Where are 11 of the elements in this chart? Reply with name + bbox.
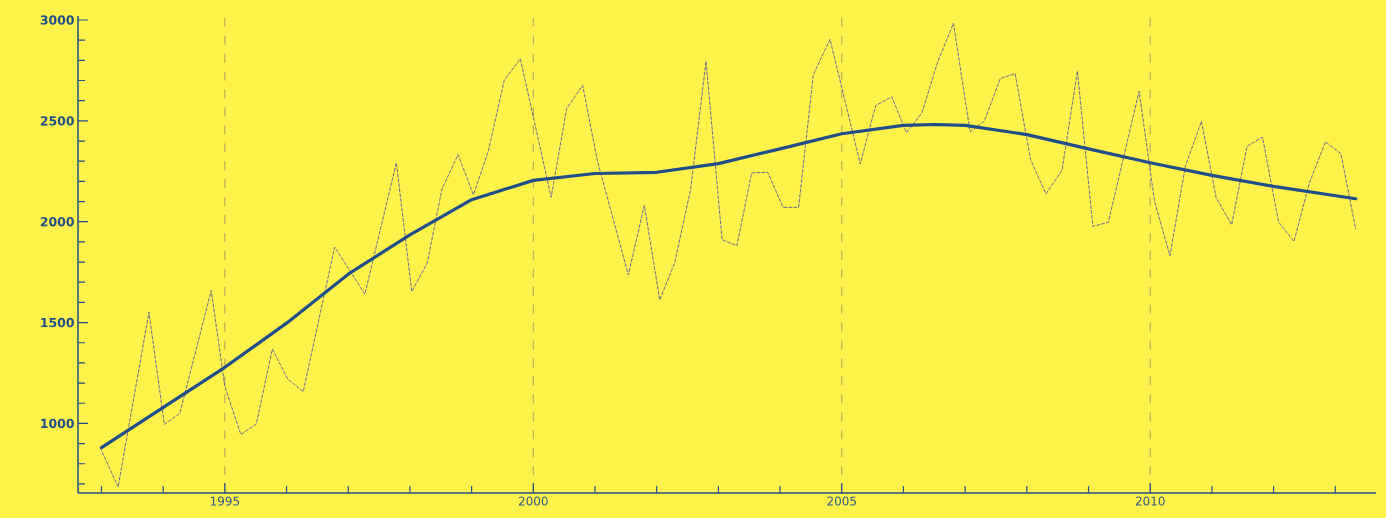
line-series [99, 122, 1358, 450]
line-series [99, 22, 1357, 488]
y-tick-label: 1500 [41, 317, 74, 328]
x-tick-label: 2010 [1135, 496, 1165, 506]
y-tick-label: 2000 [40, 216, 74, 227]
x-tick-label: 2005 [827, 496, 856, 506]
y-tick-label: 1000 [41, 418, 74, 429]
y-tick-label: 3000 [40, 15, 74, 25]
y-tick-label: 2500 [40, 116, 74, 126]
x-tick-label: 1995 [210, 496, 239, 506]
x-tick-label: 2000 [518, 496, 548, 506]
